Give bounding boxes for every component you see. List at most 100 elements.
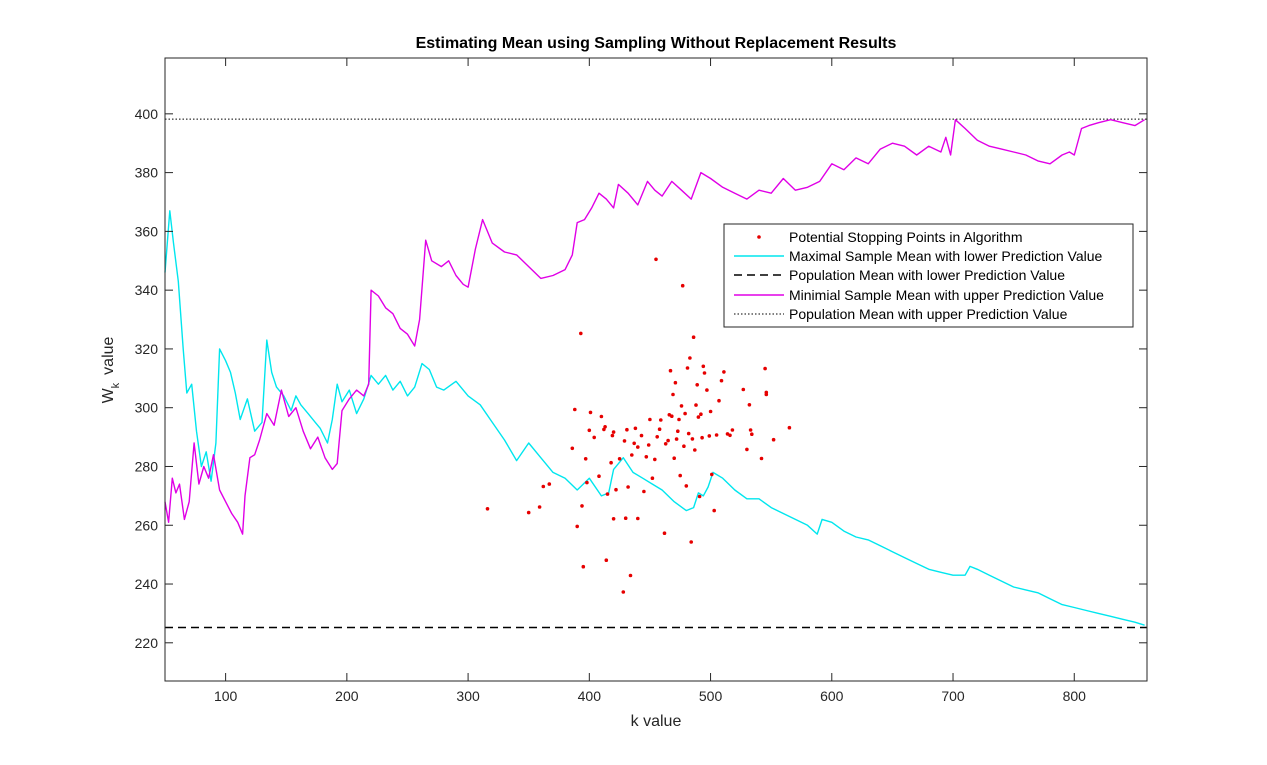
scatter-point-48 bbox=[657, 427, 662, 432]
scatter-point-83 bbox=[705, 388, 709, 392]
scatter-point-8 bbox=[579, 331, 583, 336]
scatter-point-105 bbox=[787, 425, 792, 430]
scatter-point-59 bbox=[674, 437, 679, 441]
scatter-point-26 bbox=[614, 487, 618, 492]
scatter-point-32 bbox=[626, 485, 630, 489]
scatter-point-34 bbox=[630, 453, 634, 457]
scatter-point-62 bbox=[678, 473, 682, 478]
scatter-point-6 bbox=[573, 407, 577, 412]
scatter-point-31 bbox=[625, 427, 629, 432]
y-axis-label-main: W bbox=[100, 387, 117, 403]
scatter-point-90 bbox=[719, 378, 724, 383]
x-tick-label-4: 500 bbox=[699, 688, 723, 704]
scatter-point-78 bbox=[697, 494, 702, 499]
scatter-point-61 bbox=[677, 417, 681, 422]
y-axis-label-sub: k bbox=[110, 382, 122, 388]
scatter-point-16 bbox=[597, 474, 601, 479]
y-tick-label-4: 300 bbox=[135, 400, 159, 416]
scatter-point-54 bbox=[668, 368, 673, 373]
scatter-point-88 bbox=[714, 433, 719, 437]
scatter-point-57 bbox=[672, 456, 676, 461]
x-tick-label-5: 600 bbox=[820, 688, 844, 704]
x-axis-label: k value bbox=[631, 713, 682, 730]
scatter-point-41 bbox=[644, 455, 649, 459]
scatter-point-40 bbox=[642, 489, 646, 494]
axes-box bbox=[164, 57, 1148, 682]
scatter-point-22 bbox=[609, 460, 613, 465]
legend-entry-2: Population Mean with lower Prediction Va… bbox=[789, 267, 1065, 283]
y-tick-label-7: 360 bbox=[135, 223, 159, 239]
scatter-point-5 bbox=[570, 446, 575, 451]
scatter-point-95 bbox=[741, 387, 746, 392]
scatter-point-55 bbox=[670, 414, 674, 419]
scatter-point-9 bbox=[580, 504, 584, 508]
scatter-point-50 bbox=[662, 531, 667, 535]
scatter-point-84 bbox=[707, 434, 712, 438]
scatter-point-99 bbox=[750, 432, 754, 437]
x-tick-label-6: 700 bbox=[941, 688, 965, 704]
scatter-point-73 bbox=[691, 335, 696, 340]
reference-lines bbox=[165, 118, 1147, 629]
legend-entry-0: Potential Stopping Points in Algorithm bbox=[789, 229, 1022, 245]
scatter-point-81 bbox=[701, 364, 706, 369]
scatter-point-19 bbox=[603, 425, 607, 429]
scatter-point-75 bbox=[694, 403, 698, 407]
max-mean-line bbox=[164, 210, 1145, 626]
y-tick-label-5: 320 bbox=[135, 341, 159, 357]
scatter-point-74 bbox=[693, 448, 697, 452]
scatter-point-47 bbox=[655, 435, 659, 439]
scatter-point-58 bbox=[673, 380, 678, 385]
scatter-point-85 bbox=[708, 409, 713, 414]
scatter-point-76 bbox=[695, 383, 699, 387]
scatter-point-38 bbox=[636, 516, 640, 521]
scatter-point-79 bbox=[699, 412, 703, 417]
scatter-point-103 bbox=[764, 390, 769, 395]
y-tick-label-0: 220 bbox=[135, 635, 159, 651]
scatter-point-25 bbox=[611, 517, 616, 521]
scatter-point-4 bbox=[547, 482, 552, 486]
y-tick-label-2: 260 bbox=[135, 517, 159, 533]
scatter-point-28 bbox=[621, 590, 626, 594]
scatter-point-3 bbox=[541, 484, 546, 489]
scatter-point-37 bbox=[636, 445, 640, 449]
scatter-point-29 bbox=[622, 439, 627, 443]
y-axis-label: Wk value bbox=[100, 336, 122, 403]
scatter-point-89 bbox=[717, 398, 721, 403]
chart-title: Estimating Mean using Sampling Without R… bbox=[416, 35, 897, 52]
scatter-point-20 bbox=[604, 558, 609, 562]
scatter-point-36 bbox=[633, 426, 638, 431]
scatter-point-97 bbox=[747, 403, 752, 407]
scatter-point-52 bbox=[666, 438, 670, 443]
scatter-point-7 bbox=[575, 524, 579, 529]
min-mean-line bbox=[164, 118, 1145, 535]
y-tick-label-1: 240 bbox=[135, 576, 159, 592]
scatter-point-68 bbox=[685, 366, 690, 370]
scatter-point-24 bbox=[611, 430, 616, 434]
scatter-point-27 bbox=[617, 457, 622, 461]
scatter-point-23 bbox=[610, 433, 615, 438]
x-tick-label-2: 300 bbox=[456, 688, 480, 704]
scatter-point-104 bbox=[771, 437, 776, 442]
scatter-point-45 bbox=[653, 457, 657, 462]
scatter-point-42 bbox=[646, 443, 651, 447]
scatter-point-93 bbox=[728, 433, 732, 438]
scatter-point-66 bbox=[683, 411, 687, 416]
legend: Potential Stopping Points in Algorithm M… bbox=[723, 223, 1134, 328]
legend-swatch-scatter bbox=[757, 235, 761, 239]
y-tick-label-6: 340 bbox=[135, 282, 159, 298]
scatter-point-91 bbox=[722, 370, 726, 374]
scatter-point-96 bbox=[745, 447, 749, 452]
x-axis-ticks: 100 200 300 400 500 600 700 800 bbox=[214, 58, 1086, 704]
scatter-point-64 bbox=[680, 283, 685, 288]
scatter-point-71 bbox=[689, 540, 693, 544]
y-axis-label-rest: value bbox=[100, 336, 117, 374]
y-tick-label-9: 400 bbox=[135, 106, 159, 122]
scatter-point-56 bbox=[671, 392, 675, 397]
scatter-point-82 bbox=[702, 371, 707, 375]
scatter-point-94 bbox=[730, 428, 735, 432]
scatter-point-100 bbox=[759, 456, 764, 461]
scatter-point-21 bbox=[605, 492, 610, 496]
x-tick-label-0: 100 bbox=[214, 688, 238, 704]
